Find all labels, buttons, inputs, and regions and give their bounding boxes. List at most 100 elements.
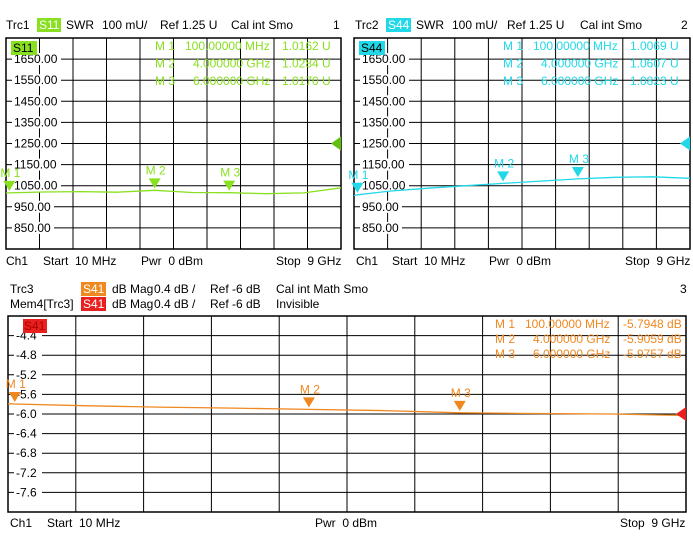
y-tick-label: 950.00 [14,200,51,214]
marker-triangle-icon [453,400,466,411]
tick-label-bg [12,95,61,108]
y-tick-label: -7.2 [16,466,37,480]
channel-number: 2 [681,18,688,32]
y-tick-label: 1150.00 [14,158,57,172]
tick-label-bg [360,137,409,150]
memory-format-label: dB Mag [112,297,154,311]
tick-label-bg [12,200,54,213]
tick-label-bg [360,53,409,66]
marker-table-name: M 1 [495,317,515,331]
chart-panel-1: 1650.00 1550.00 1450.00 1350.00 1250.00 1150.… [0,37,342,250]
y-tick-label: 850.00 [14,221,51,235]
tick-label-bg [360,179,409,192]
ref-label[interactable]: Ref 1.25 U [507,18,565,32]
reference-arrow-icon [331,136,341,151]
marker-triangle-icon [148,178,161,189]
marker-table-frequency: 6.000000 GHz [533,347,610,361]
param-badge[interactable]: S44 [386,18,412,32]
footer-stop[interactable]: Stop 9 GHz [620,516,686,530]
tick-label-bg [14,368,42,381]
marker-table-frequency: 4.000000 GHz [533,332,610,346]
y-tick-label: 1450.00 [14,94,58,108]
format-label[interactable]: SWR [416,18,444,32]
memory-ref-label: Ref -6 dB [210,297,261,311]
format-label[interactable]: dB Mag [112,282,154,296]
trace-line [353,176,691,197]
y-tick-label: 1050.00 [14,179,58,193]
marker-table-name: M 1 [155,39,175,53]
footer-stop[interactable]: Stop 9 GHz [276,254,342,268]
tick-label-bg [360,158,409,171]
scale-label[interactable]: 100 mU/ [102,18,148,32]
footer-power[interactable]: Pwr 0 dBm [141,254,204,268]
y-tick-label: -5.6 [16,387,37,401]
memory-trace-label[interactable]: Mem4[Trc3] [10,297,74,311]
memory-scale-label: 0.4 dB / [154,297,196,311]
footer-channel: Ch1 [10,516,33,530]
ref-label[interactable]: Ref -6 dB [210,282,261,296]
marker-table-value: 1.0162 U [282,39,331,53]
trace-label[interactable]: Trc2 [355,18,379,32]
marker-label: M 3 [451,386,471,400]
tick-label-bg [12,53,61,66]
marker-label: M 3 [220,166,240,180]
footer-channel: Ch1 [6,254,29,268]
tick-label-bg [360,95,409,108]
trace-label[interactable]: Trc1 [6,18,30,32]
footer-power[interactable]: Pwr 0 dBm [489,254,552,268]
marker-label: M 2 [300,382,320,396]
tick-label-bg [360,200,402,213]
marker-label: M 1 [6,377,26,391]
channel-number: 3 [680,282,687,296]
format-label[interactable]: SWR [66,18,94,32]
footer-stop[interactable]: Stop 9 GHz [625,254,691,268]
marker-triangle-icon [302,397,315,408]
y-tick-label: -4.8 [16,348,37,362]
trace-label[interactable]: Trc3 [10,282,34,296]
marker-triangle-icon [571,166,584,177]
tick-label-bg [12,116,61,129]
y-tick-label: 1250.00 [362,137,406,151]
footer-start[interactable]: Start 10 MHz [392,254,466,268]
marker-triangle-icon [3,180,16,191]
scale-label[interactable]: 0.4 dB / [154,282,196,296]
footer-power[interactable]: Pwr 0 dBm [315,516,378,530]
ref-label[interactable]: Ref 1.25 U [160,18,218,32]
marker-triangle-icon [8,391,21,402]
marker-table-value: 1.0170 U [282,74,331,88]
marker-table-name: M 2 [155,57,175,71]
marker-label: M 3 [569,152,589,166]
y-tick-label: 850.00 [362,221,399,235]
y-tick-label: 1650.00 [14,52,58,66]
marker-table-name: M 3 [503,74,523,88]
param-badge[interactable]: S41 [81,282,107,296]
tick-label-bg [14,447,42,460]
marker-label: M 1 [348,168,368,182]
y-tick-label: 1650.00 [362,52,406,66]
param-badge[interactable]: S11 [37,18,62,32]
tick-label-bg [12,74,61,87]
marker-table-value: -5.9757 dB [623,347,682,361]
memory-param-badge[interactable]: S41 [81,297,107,311]
footer-start[interactable]: Start 10 MHz [43,254,117,268]
tick-label-bg [14,427,42,440]
marker-label: M 2 [146,163,166,177]
cal-label: Cal int Smo [580,18,643,32]
footer-start[interactable]: Start 10 MHz [47,516,121,530]
trace-param-badge-label: S41 [24,319,46,333]
trace-line [6,187,342,195]
scale-label[interactable]: 100 mU/ [452,18,498,32]
marker-triangle-icon [223,180,236,191]
memory-status-label: Invisible [276,297,320,311]
trace-param-badge-label: S44 [361,41,383,55]
y-tick-label: -6.8 [16,446,37,460]
marker-table-value: 1.0069 U [630,39,679,53]
y-tick-label: 1550.00 [362,73,406,87]
marker-table-frequency: 100.00000 MHz [185,39,270,53]
marker-table-value: 1.0607 U [630,57,679,71]
marker-table-value: 1.0284 U [282,57,331,71]
chart-panel-2: 1650.00 1550.00 1450.00 1350.00 1250.00 1150.… [348,37,691,250]
reference-arrow-icon [680,136,690,151]
